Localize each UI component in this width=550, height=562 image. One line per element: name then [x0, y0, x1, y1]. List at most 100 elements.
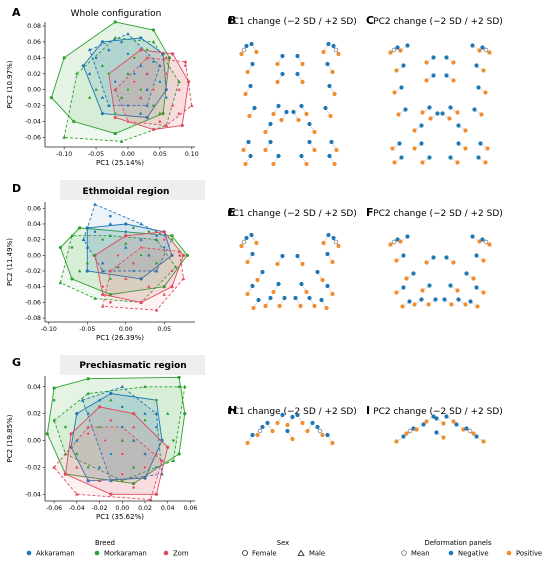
panel-d-point-akkaraman [154, 234, 159, 238]
panel-g-point-zom [120, 452, 124, 456]
panel-e-landmark-negative [331, 235, 336, 241]
panel-d-hull-vertex [124, 222, 128, 226]
panel-d-hull-morkaraman-male [59, 235, 177, 303]
panel-f-landmark-negative [431, 255, 436, 260]
panel-a-point-akkaraman [158, 80, 162, 84]
panel-a-point-morkaraman [113, 111, 117, 116]
panel-a-point-akkaraman [139, 63, 143, 67]
panel-a-hull-vertex [100, 111, 105, 116]
panel-g-y-axis-label: PC2 (19.85%) [6, 414, 14, 462]
panel-c-landmark-positive [388, 50, 393, 55]
panel-d-point-morkaraman [131, 226, 136, 230]
panel-a-point-zom [145, 71, 149, 75]
panel-b-landmark-positive [271, 161, 276, 167]
panel-d-point-morkaraman [85, 261, 90, 265]
panel-a-point-akkaraman [151, 60, 156, 64]
panel-g-point-zom [75, 465, 79, 469]
legend-female: Female [252, 550, 277, 558]
panel-b-landmark-positive [332, 91, 337, 97]
panel-f-landmark-negative [480, 237, 485, 242]
panel-g-hull-vertex [166, 445, 170, 449]
panel-c-landmark-positive [487, 50, 492, 55]
panel-i-landmark-positive [394, 439, 399, 444]
panel-d-hull-vertex [93, 202, 97, 206]
panel-d-point-morkaraman [154, 261, 159, 265]
panel-d-point-morkaraman [139, 253, 143, 257]
panel-a-point-morkaraman [151, 103, 156, 107]
panel-c-landmark-positive [412, 146, 417, 151]
panel-g-hull-vertex [109, 478, 113, 483]
panel-a-hull-vertex [139, 48, 143, 52]
panel-g-hull-vertex [52, 418, 56, 422]
panel-a-hull-vertex [183, 59, 188, 64]
panel-f-landmark-positive [481, 258, 486, 263]
legend-deform-title: Deformation panels [424, 539, 491, 547]
panel-b-landmark-positive [243, 91, 248, 97]
panel-d-y-tick-label: -0.02 [25, 268, 41, 275]
panel-a-point-zom [164, 72, 168, 76]
panel-d-hull-vertex [181, 253, 186, 257]
panel-c-landmark-positive [455, 160, 460, 165]
panel-g-hull-vertex [86, 391, 90, 395]
panel-a-hull-vertex [62, 56, 66, 60]
panel-e-landmark-negative [315, 269, 320, 275]
panel-c-landmark-negative [476, 85, 481, 90]
panel-f-landmark-positive [424, 260, 429, 265]
panel-h-landmark-negative [325, 432, 330, 438]
panel-g-y-tick-label: -0.04 [25, 491, 41, 498]
panel-f-landmark-negative [407, 299, 412, 304]
panel-e-landmark-mean [333, 239, 339, 245]
panel-letter-f: F [366, 206, 374, 219]
panel-letter-g: G [12, 356, 21, 369]
panel-a-y-tick-label: 0.08 [27, 23, 41, 30]
panel-i-landmark-positive [451, 419, 456, 424]
panel-g-hull-vertex [80, 398, 85, 402]
panel-d-y-tick-label: 0.06 [27, 205, 41, 212]
panel-d-hull-vertex [181, 276, 186, 281]
panel-letter-a: A [12, 6, 21, 19]
panel-c-landmark-negative [435, 111, 440, 116]
legend-sex-title: Sex [277, 539, 289, 547]
panel-a-hull-vertex [164, 88, 168, 92]
panel-d-point-zom [101, 285, 105, 289]
panel-b-landmark-positive [275, 79, 280, 85]
panel-a-hull-morkaraman-male [63, 37, 180, 142]
panel-a-x-tick-label: 0.05 [153, 151, 167, 158]
panel-b-landmark-negative [280, 53, 285, 59]
panel-b-landmark-positive [271, 111, 276, 117]
panel-b-landmark-negative [327, 83, 332, 89]
panel-a-hull-vertex [72, 119, 76, 124]
panel-c-landmark-negative [405, 43, 410, 48]
panel-a-hull-vertex [81, 64, 85, 68]
panel-c-landmark-positive [477, 48, 482, 53]
panel-c-landmark-negative [419, 141, 424, 146]
panel-a-hull-vertex [161, 111, 165, 116]
panel-d-point-morkaraman [170, 237, 174, 242]
panel-a-point-akkaraman [145, 87, 149, 91]
legend-zom-marker [163, 550, 169, 556]
panel-c-landmark-mean [391, 47, 397, 53]
panel-c-landmark-negative [403, 107, 408, 112]
panel-e-landmark-mean [241, 239, 247, 245]
panel-g-point-morkaraman [177, 384, 181, 388]
panel-f-landmark-positive [426, 302, 431, 307]
panel-a-y-axis-label: PC2 (10.97%) [6, 60, 14, 108]
panel-c-landmark-positive [483, 160, 488, 165]
panel-f-landmark-positive [455, 288, 460, 293]
panel-c-landmark-negative [427, 155, 432, 160]
panel-b-landmark-negative [295, 53, 300, 59]
panel-b-landmark-positive [304, 111, 309, 117]
panel-d-hull-vertex [70, 277, 74, 281]
panel-g-point-zom [103, 438, 107, 443]
panel-e-landmark-positive [239, 243, 244, 249]
panel-c-landmark-positive [392, 160, 397, 165]
panel-a-point-zom [126, 119, 130, 124]
title-b: PC1 change (−2 SD / +2 SD) [227, 17, 357, 27]
panel-g-point-morkaraman [109, 398, 113, 402]
panel-h-landmark-positive [290, 436, 295, 442]
panel-c-landmark-positive [447, 116, 452, 121]
panel-a-point-morkaraman [119, 95, 124, 99]
panel-f-landmark-positive [388, 242, 393, 247]
panel-d-point-morkaraman [108, 277, 113, 281]
panel-f-landmark-positive [404, 276, 409, 281]
